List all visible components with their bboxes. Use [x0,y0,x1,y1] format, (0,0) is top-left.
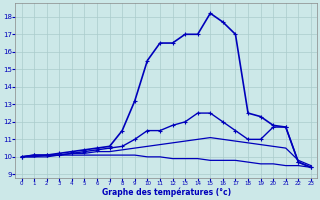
X-axis label: Graphe des températures (°c): Graphe des températures (°c) [102,188,231,197]
